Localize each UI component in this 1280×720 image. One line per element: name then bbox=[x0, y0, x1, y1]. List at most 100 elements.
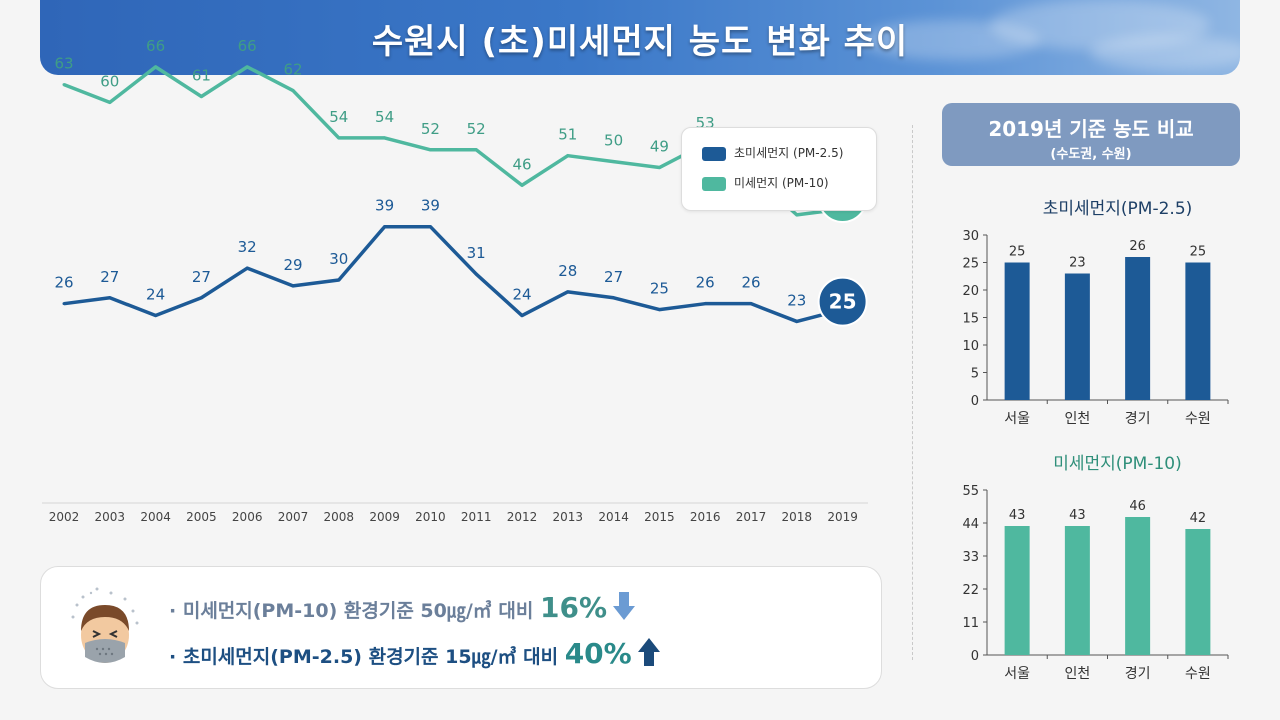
pm10-data-label: 61 bbox=[192, 66, 211, 84]
y-tick-label: 55 bbox=[962, 484, 979, 499]
pm25-point bbox=[62, 302, 66, 306]
x-tick-label: 2016 bbox=[690, 510, 721, 524]
pm10-standard-text: · 미세먼지(PM-10) 환경기준 50㎍/㎥ 대비 bbox=[169, 600, 540, 622]
pm10-point bbox=[474, 148, 478, 152]
pm25-data-label: 30 bbox=[329, 250, 348, 268]
x-tick-label: 2004 bbox=[140, 510, 171, 524]
pm10-data-label: 62 bbox=[283, 61, 302, 79]
bar-chart-title: 미세먼지(PM-10) bbox=[1053, 454, 1182, 474]
pm25-point bbox=[795, 319, 799, 323]
x-tick-label: 2009 bbox=[369, 510, 400, 524]
pm25-data-label: 26 bbox=[696, 274, 715, 292]
pm10-point bbox=[795, 213, 799, 217]
pm25-percent: 40% bbox=[564, 637, 632, 670]
bar bbox=[1125, 517, 1151, 655]
pm10-point bbox=[291, 89, 295, 93]
y-tick-label: 20 bbox=[962, 284, 979, 299]
pm25-data-label: 32 bbox=[238, 238, 257, 256]
bar-data-label: 23 bbox=[1069, 256, 1086, 271]
bar bbox=[1125, 257, 1151, 400]
x-tick-label: 2002 bbox=[49, 510, 80, 524]
x-tick-label: 인천 bbox=[1064, 411, 1090, 427]
pm25-point bbox=[749, 302, 753, 306]
pm25-point bbox=[245, 266, 249, 270]
y-tick-label: 22 bbox=[962, 583, 979, 598]
pm25-data-label: 24 bbox=[146, 286, 165, 304]
x-tick-label: 2014 bbox=[598, 510, 629, 524]
bar bbox=[1004, 262, 1030, 400]
x-tick-label: 2007 bbox=[278, 510, 309, 524]
bar-data-label: 46 bbox=[1129, 499, 1146, 514]
pm25-data-label: 29 bbox=[283, 256, 302, 274]
pm25-point bbox=[474, 272, 478, 276]
pm25-point bbox=[520, 314, 524, 318]
x-tick-label: 서울 bbox=[1004, 411, 1030, 427]
y-tick-label: 33 bbox=[962, 550, 979, 565]
pm10-point bbox=[520, 183, 524, 187]
pm25-standard-text: · 초미세먼지(PM-2.5) 환경기준 15㎍/㎥ 대비 bbox=[169, 646, 565, 668]
bar-data-label: 42 bbox=[1190, 511, 1207, 526]
x-tick-label: 2013 bbox=[553, 510, 584, 524]
masked-face-icon bbox=[71, 587, 139, 663]
bar bbox=[1185, 529, 1211, 655]
y-tick-label: 30 bbox=[962, 229, 979, 244]
x-tick-label: 경기 bbox=[1125, 666, 1151, 682]
bar-data-label: 25 bbox=[1009, 245, 1026, 260]
chart-legend: 초미세먼지 (PM-2.5) 미세먼지 (PM-10) bbox=[681, 127, 877, 211]
y-tick-label: 0 bbox=[971, 649, 979, 664]
title-banner: 수원시 (초)미세먼지 농도 변화 추이 bbox=[40, 0, 1240, 75]
x-tick-label: 인천 bbox=[1064, 666, 1090, 682]
pm10-percent: 16% bbox=[540, 591, 608, 624]
pm10-data-label: 51 bbox=[558, 126, 577, 144]
pm25-point bbox=[657, 308, 661, 312]
x-tick-label: 2010 bbox=[415, 510, 446, 524]
y-tick-label: 25 bbox=[962, 257, 979, 272]
arrow-down-icon bbox=[613, 592, 636, 620]
x-tick-label: 2008 bbox=[324, 510, 355, 524]
pm25-data-label: 28 bbox=[558, 262, 577, 280]
pm25-data-label: 39 bbox=[421, 197, 440, 215]
pm25-point bbox=[703, 302, 707, 306]
pm10-data-label: 66 bbox=[238, 37, 257, 55]
pm10-point bbox=[245, 65, 249, 69]
pm25-point bbox=[612, 296, 616, 300]
pm10-data-label: 54 bbox=[329, 108, 348, 126]
bar-data-label: 43 bbox=[1069, 508, 1086, 523]
pm10-data-label: 49 bbox=[650, 138, 669, 156]
x-tick-label: 2017 bbox=[736, 510, 767, 524]
pm10-data-label: 52 bbox=[421, 120, 440, 138]
y-tick-label: 44 bbox=[962, 517, 979, 532]
pm25-data-label: 25 bbox=[650, 280, 669, 298]
pm10-data-label: 66 bbox=[146, 37, 165, 55]
pm10-point bbox=[428, 148, 432, 152]
legend-item-pm25: 초미세먼지 (PM-2.5) bbox=[702, 143, 843, 163]
bar bbox=[1004, 526, 1030, 655]
pm25-point bbox=[199, 296, 203, 300]
legend-swatch-pm25 bbox=[702, 146, 726, 161]
x-tick-label: 서울 bbox=[1004, 666, 1030, 682]
bar-chart-pm25: 초미세먼지(PM-2.5) 0 5 10 15 20 25 30 25 서울 23 인천 26 경기 25 수… bbox=[962, 199, 1229, 427]
bar-data-label: 25 bbox=[1190, 245, 1207, 260]
pm10-point bbox=[62, 83, 66, 87]
x-tick-label: 2019 bbox=[827, 510, 858, 524]
pm25-data-label: 26 bbox=[54, 274, 73, 292]
legend-label-pm25: 초미세먼지 (PM-2.5) bbox=[734, 146, 844, 160]
pm25-data-label: 24 bbox=[512, 286, 531, 304]
pm10-data-label: 54 bbox=[375, 108, 394, 126]
pm10-point bbox=[657, 166, 661, 170]
bar-data-label: 43 bbox=[1009, 508, 1026, 523]
pm25-point bbox=[108, 296, 112, 300]
pm10-point bbox=[612, 160, 616, 164]
pm25-point bbox=[154, 314, 158, 318]
arrow-up-icon bbox=[637, 638, 660, 666]
x-tick-label: 2006 bbox=[232, 510, 263, 524]
y-tick-label: 0 bbox=[971, 394, 979, 409]
pm10-data-label: 50 bbox=[604, 132, 623, 150]
y-tick-label: 15 bbox=[962, 312, 979, 327]
pm25-point bbox=[383, 225, 387, 229]
pm25-point bbox=[566, 290, 570, 294]
pm10-point bbox=[154, 65, 158, 69]
pm25-data-label: 26 bbox=[741, 274, 760, 292]
x-tick-label: 2015 bbox=[644, 510, 675, 524]
legend-item-pm10: 미세먼지 (PM-10) bbox=[702, 173, 829, 193]
